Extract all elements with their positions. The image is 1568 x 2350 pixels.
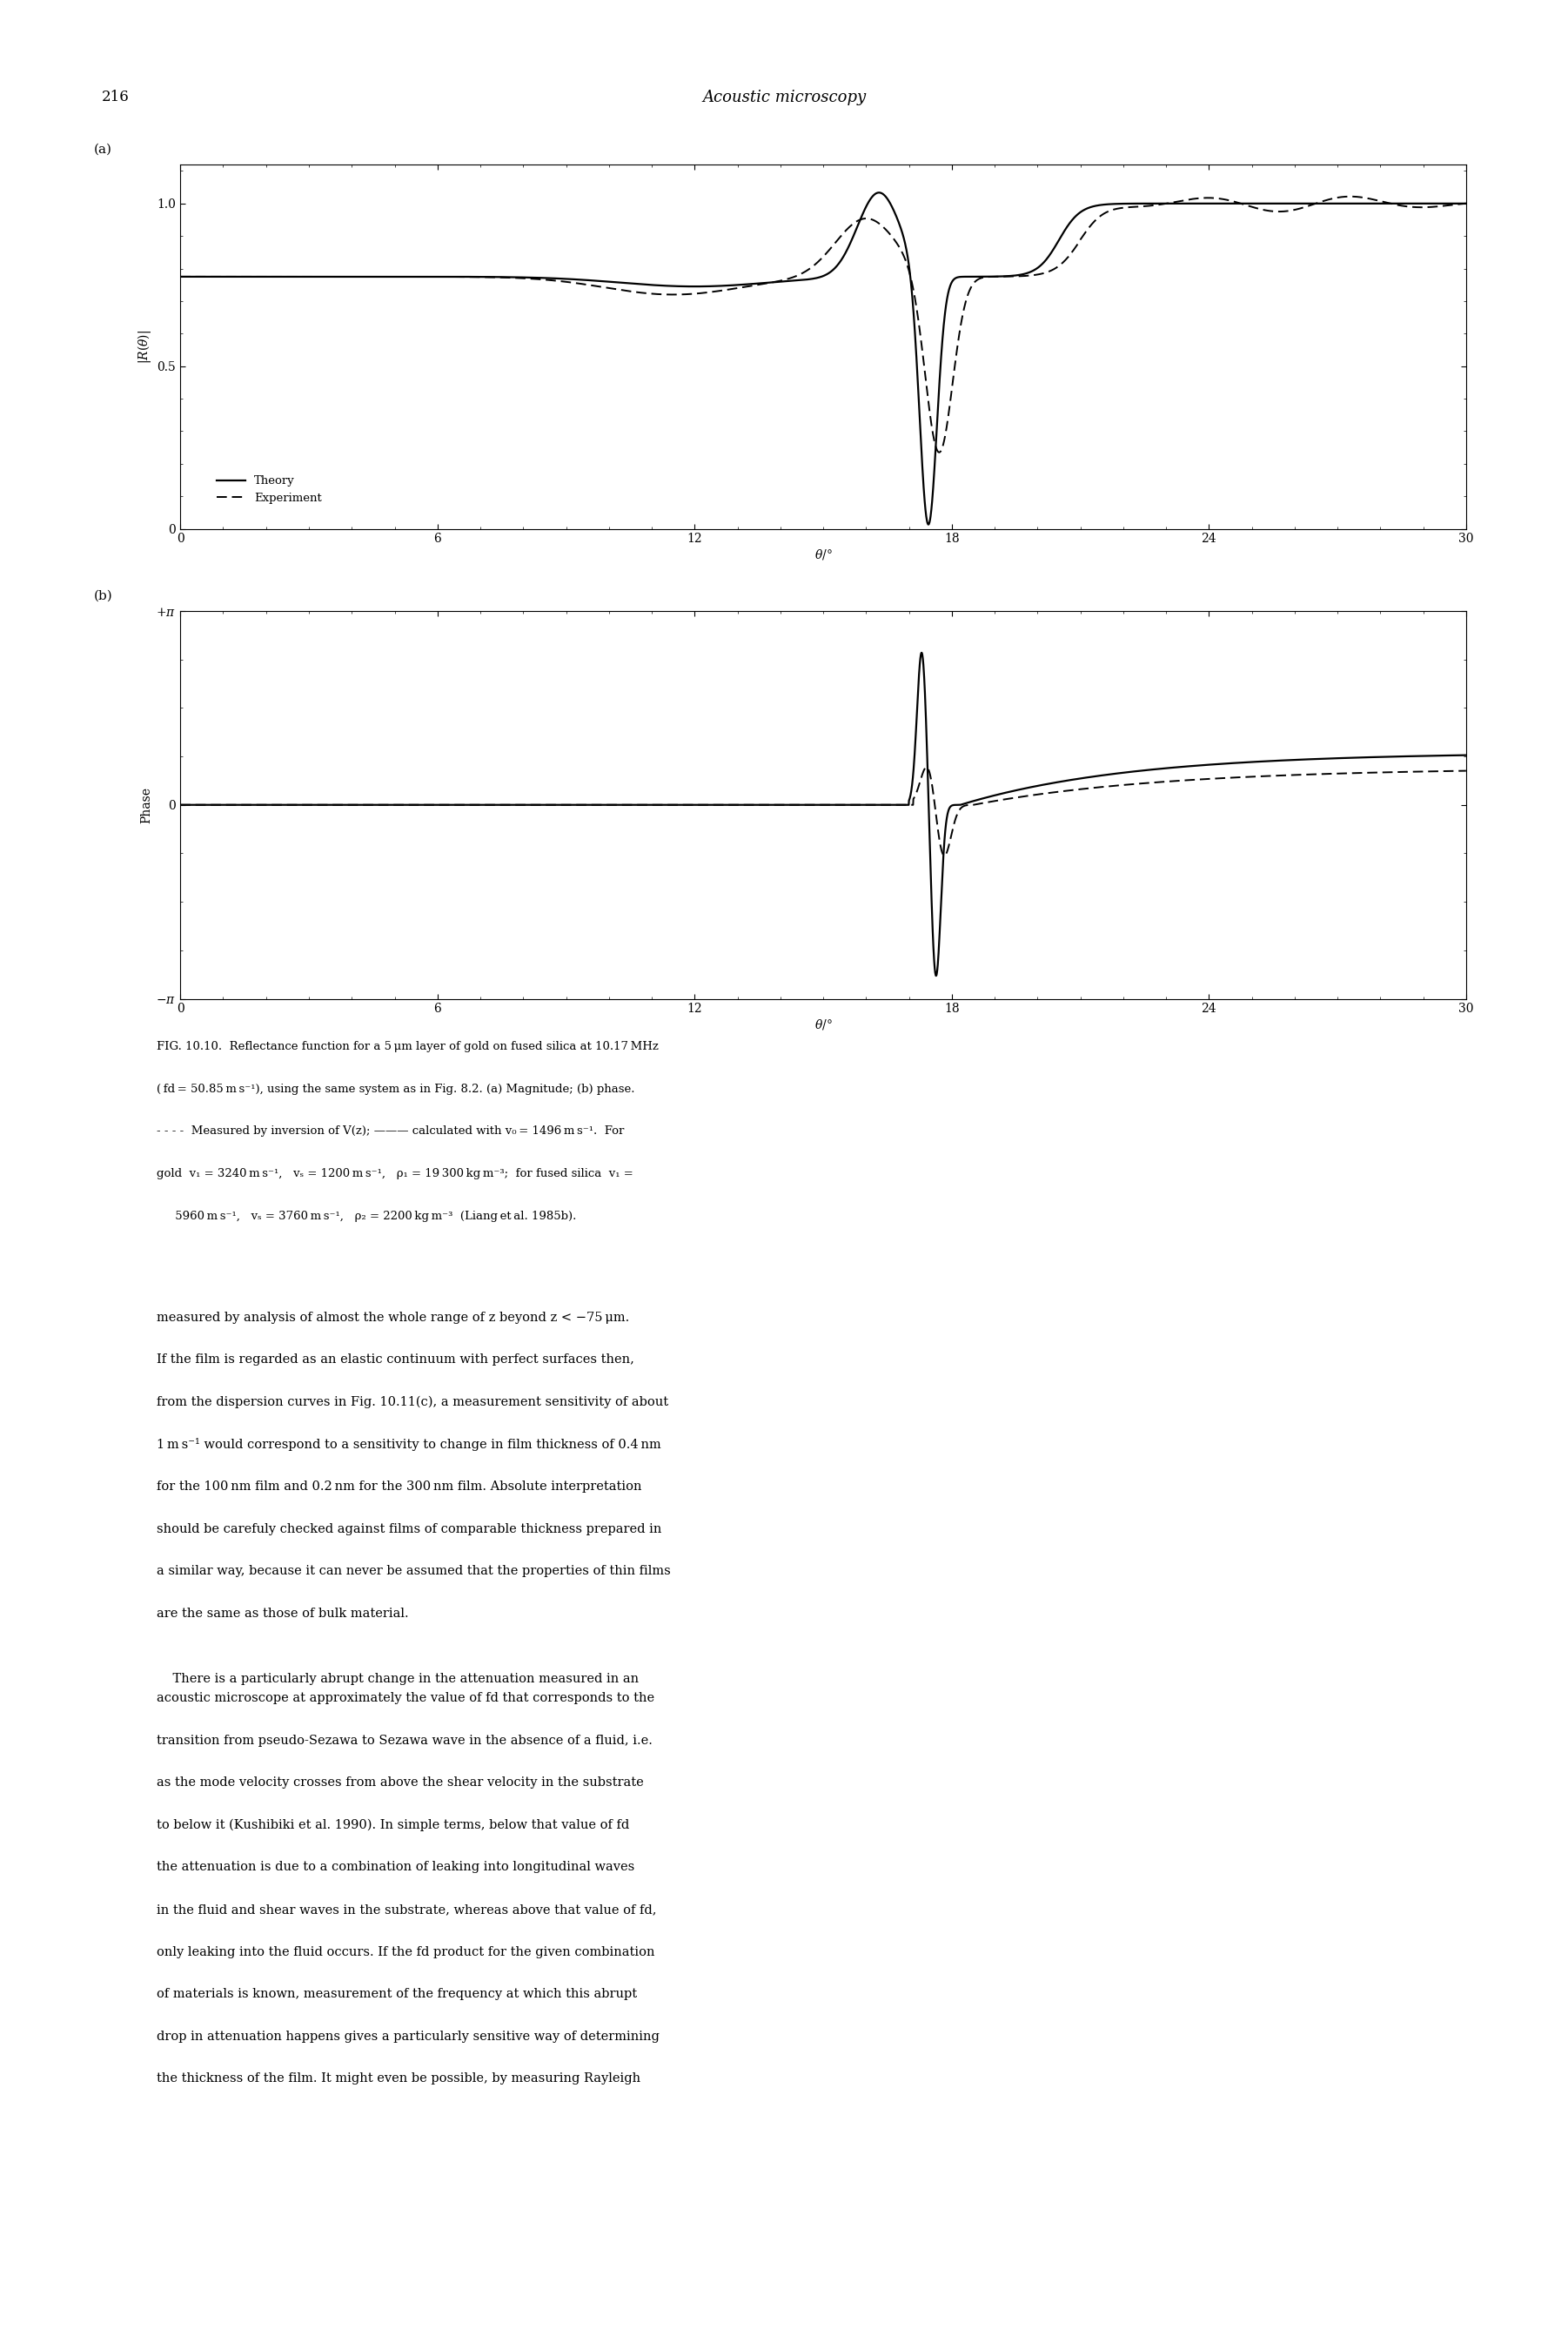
Text: only leaking into the fluid occurs. If the fd product for the given combination: only leaking into the fluid occurs. If t… <box>157 1946 655 1958</box>
Text: the thickness of the film. It might even be possible, by measuring Rayleigh: the thickness of the film. It might even… <box>157 2073 641 2084</box>
Text: of materials is known, measurement of the frequency at which this abrupt: of materials is known, measurement of th… <box>157 1988 637 2000</box>
Y-axis label: $|R(\theta)|$: $|R(\theta)|$ <box>136 329 154 364</box>
Text: There is a particularly abrupt change in the attenuation measured in an: There is a particularly abrupt change in… <box>157 1673 640 1685</box>
Text: drop in attenuation happens gives a particularly sensitive way of determining: drop in attenuation happens gives a part… <box>157 2030 660 2042</box>
Text: - - - -  Measured by inversion of V(z); ——— calculated with v₀ = 1496 m s⁻¹.  Fo: - - - - Measured by inversion of V(z); —… <box>157 1126 624 1137</box>
Y-axis label: Phase: Phase <box>140 787 152 822</box>
Text: to below it (Kushibiki et al. 1990). In simple terms, below that value of fd: to below it (Kushibiki et al. 1990). In … <box>157 1819 629 1831</box>
X-axis label: $\theta/°$: $\theta/°$ <box>814 1018 833 1032</box>
Text: from the dispersion curves in Fig. 10.11(c), a measurement sensitivity of about: from the dispersion curves in Fig. 10.11… <box>157 1396 668 1408</box>
Legend: Theory, Experiment: Theory, Experiment <box>212 470 326 508</box>
Text: should be carefuly checked against films of comparable thickness prepared in: should be carefuly checked against films… <box>157 1523 662 1535</box>
Text: the attenuation is due to a combination of leaking into longitudinal waves: the attenuation is due to a combination … <box>157 1861 635 1873</box>
Text: FIG. 10.10.  Reflectance function for a 5 μm layer of gold on fused silica at 10: FIG. 10.10. Reflectance function for a 5… <box>157 1041 659 1053</box>
Text: If the film is regarded as an elastic continuum with perfect surfaces then,: If the film is regarded as an elastic co… <box>157 1354 635 1365</box>
Text: acoustic microscope at approximately the value of fd that corresponds to the: acoustic microscope at approximately the… <box>157 1692 654 1704</box>
Text: ( fd = 50.85 m s⁻¹), using the same system as in Fig. 8.2. (a) Magnitude; (b) ph: ( fd = 50.85 m s⁻¹), using the same syst… <box>157 1083 635 1095</box>
Text: transition from pseudo-Sezawa to Sezawa wave in the absence of a fluid, i.e.: transition from pseudo-Sezawa to Sezawa … <box>157 1734 652 1746</box>
X-axis label: $\theta/°$: $\theta/°$ <box>814 548 833 562</box>
Text: are the same as those of bulk material.: are the same as those of bulk material. <box>157 1607 409 1619</box>
Text: (b): (b) <box>94 590 113 602</box>
Text: 216: 216 <box>102 89 130 103</box>
Text: for the 100 nm film and 0.2 nm for the 300 nm film. Absolute interpretation: for the 100 nm film and 0.2 nm for the 3… <box>157 1480 641 1492</box>
Text: as the mode velocity crosses from above the shear velocity in the substrate: as the mode velocity crosses from above … <box>157 1777 644 1788</box>
Text: (a): (a) <box>94 143 113 155</box>
Text: measured by analysis of almost the whole range of z beyond z < −75 μm.: measured by analysis of almost the whole… <box>157 1311 629 1323</box>
Text: a similar way, because it can never be assumed that the properties of thin films: a similar way, because it can never be a… <box>157 1565 671 1577</box>
Text: Acoustic microscopy: Acoustic microscopy <box>702 89 866 106</box>
Text: 1 m s⁻¹ would correspond to a sensitivity to change in film thickness of 0.4 nm: 1 m s⁻¹ would correspond to a sensitivit… <box>157 1438 662 1452</box>
Text: gold  v₁ = 3240 m s⁻¹,   vₛ = 1200 m s⁻¹,   ρ₁ = 19 300 kg m⁻³;  for fused silic: gold v₁ = 3240 m s⁻¹, vₛ = 1200 m s⁻¹, ρ… <box>157 1168 633 1180</box>
Text: 5960 m s⁻¹,   vₛ = 3760 m s⁻¹,   ρ₂ = 2200 kg m⁻³  (Liang et al. 1985b).: 5960 m s⁻¹, vₛ = 3760 m s⁻¹, ρ₂ = 2200 k… <box>157 1210 577 1222</box>
Text: in the fluid and shear waves in the substrate, whereas above that value of fd,: in the fluid and shear waves in the subs… <box>157 1904 657 1915</box>
